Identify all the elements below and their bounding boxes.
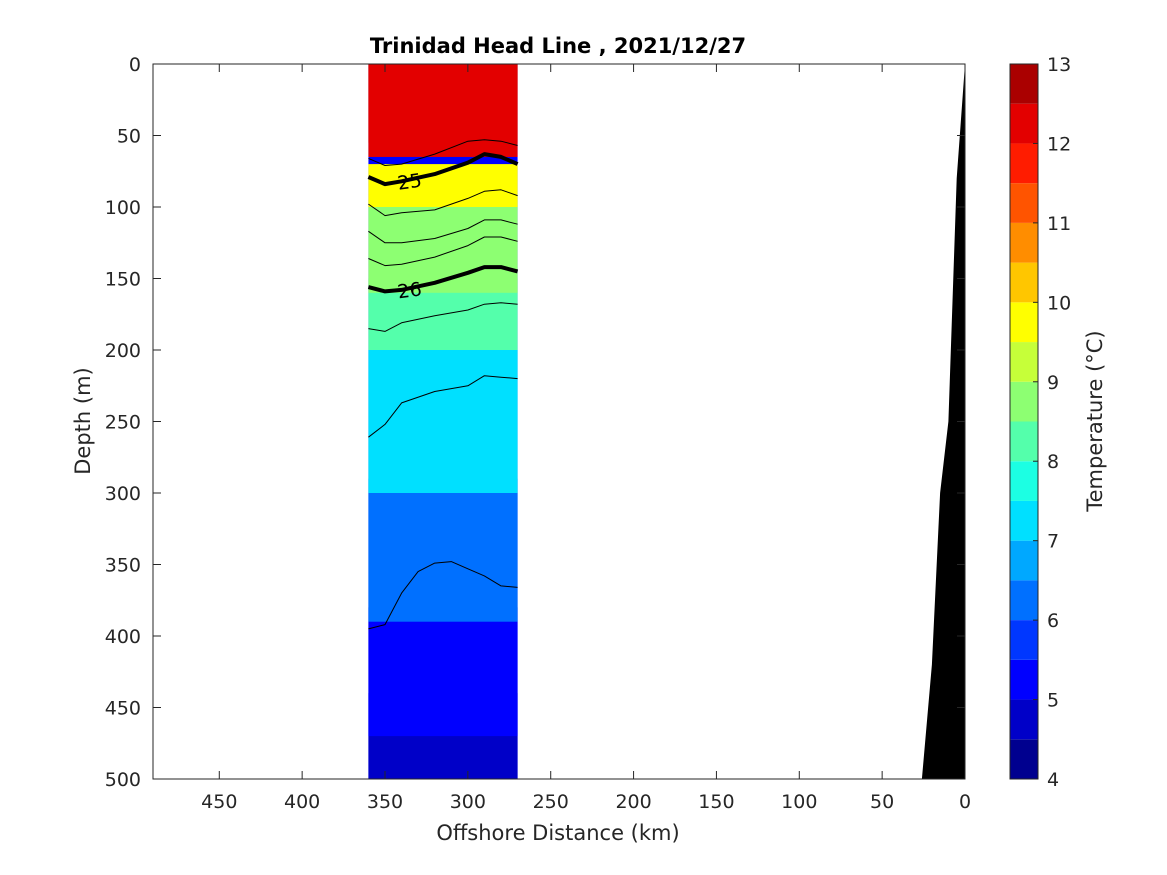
colorbar-segment-1 <box>1010 699 1038 740</box>
colorbar-segment-14 <box>1010 183 1038 223</box>
colorbar-segment-0 <box>1010 739 1038 779</box>
colorbar-title: Temperature (°C) <box>1083 330 1107 512</box>
colorbar-segment-15 <box>1010 143 1038 184</box>
colorbar-tick-label-7: 11 <box>1047 213 1071 235</box>
y-tick-label-1: 50 <box>117 126 141 148</box>
y-tick-label-3: 150 <box>105 269 141 291</box>
colorbar-tick-label-9: 13 <box>1047 54 1071 76</box>
colorbar-segment-17 <box>1010 64 1038 104</box>
x-tick-label-7: 100 <box>781 791 817 813</box>
y-tick-label-2: 100 <box>105 197 141 219</box>
colorbar: 4 5 6 7 8 9 10 11 12 13 <box>1009 54 1071 791</box>
density-contour-8 <box>368 561 518 630</box>
colorbar-border <box>1009 63 1039 780</box>
temperature-band-8 <box>368 64 518 157</box>
density-contour-5 <box>368 236 518 267</box>
density-contour-7 <box>368 375 518 438</box>
x-axis-title: Offshore Distance (km) <box>436 821 679 845</box>
y-axis: 0 50 100 150 200 250 300 350 400 450 500 <box>105 54 965 791</box>
colorbar-segment-16 <box>1010 103 1038 144</box>
x-tick-label-3: 300 <box>450 791 486 813</box>
colorbar-segment-12 <box>1010 262 1038 303</box>
density-contour-3 <box>368 189 518 217</box>
colorbar-tick-label-4: 8 <box>1047 451 1059 473</box>
x-tick-label-9: 0 <box>959 791 971 813</box>
colorbar-tick-label-6: 10 <box>1047 292 1071 314</box>
x-tick-label-4: 250 <box>533 791 569 813</box>
y-tick-label-4: 200 <box>105 340 141 362</box>
colorbar-tick-label-0: 4 <box>1047 769 1059 791</box>
y-tick-label-6: 300 <box>105 483 141 505</box>
y-tick-label-10: 500 <box>105 769 141 791</box>
density-contour-0 <box>367 152 519 187</box>
x-tick-label-6: 150 <box>698 791 734 813</box>
x-tick-label-0: 450 <box>201 791 237 813</box>
colorbar-segment-3 <box>1010 620 1038 660</box>
x-tick-label-2: 350 <box>367 791 403 813</box>
temperature-band-2 <box>368 478 518 622</box>
contour-label-1: 26 <box>396 278 423 303</box>
colorbar-segment-6 <box>1010 500 1038 541</box>
density-contours: 25 26 <box>367 139 519 630</box>
colorbar-tick-label-1: 5 <box>1047 690 1059 712</box>
continental-shelf <box>921 64 965 779</box>
x-tick-label-5: 200 <box>615 791 651 813</box>
plot-area <box>153 64 965 779</box>
x-tick-label-1: 400 <box>284 791 320 813</box>
colorbar-segment-7 <box>1010 461 1038 501</box>
y-tick-label-0: 0 <box>129 54 141 76</box>
data-layer <box>368 64 518 779</box>
colorbar-segment-5 <box>1010 540 1038 581</box>
x-tick-label-8: 50 <box>870 791 894 813</box>
chart-title: Trinidad Head Line , 2021/12/27 <box>370 34 746 58</box>
y-tick-label-5: 250 <box>105 412 141 434</box>
temperature-band-3 <box>368 350 518 493</box>
contour-label-0: 25 <box>396 170 423 195</box>
y-tick-label-9: 450 <box>105 698 141 720</box>
y-axis-title: Depth (m) <box>71 367 95 474</box>
colorbar-segment-13 <box>1010 222 1038 263</box>
colorbar-segment-8 <box>1010 421 1038 462</box>
density-contour-2 <box>368 139 518 166</box>
colorbar-tick-label-8: 12 <box>1047 133 1071 155</box>
y-tick-label-7: 350 <box>105 555 141 577</box>
colorbar-tick-label-5: 9 <box>1047 372 1059 394</box>
colorbar-tick-label-2: 6 <box>1047 610 1059 632</box>
temperature-band-5 <box>368 199 518 293</box>
colorbar-segment-11 <box>1010 302 1038 343</box>
temperature-band-1 <box>368 607 518 737</box>
y-tick-label-8: 400 <box>105 626 141 648</box>
density-contour-1 <box>367 265 519 294</box>
density-contour-6 <box>368 302 518 332</box>
density-contour-4 <box>368 219 518 244</box>
shelf-profile <box>921 64 965 779</box>
colorbar-segment-9 <box>1010 381 1038 422</box>
colorbar-tick-label-3: 7 <box>1047 531 1059 553</box>
colorbar-segment-4 <box>1010 580 1038 621</box>
colorbar-segment-10 <box>1010 342 1038 382</box>
colorbar-segment-2 <box>1010 659 1038 700</box>
x-axis: 450 400 350 300 250 200 150 100 50 0 <box>201 64 971 813</box>
